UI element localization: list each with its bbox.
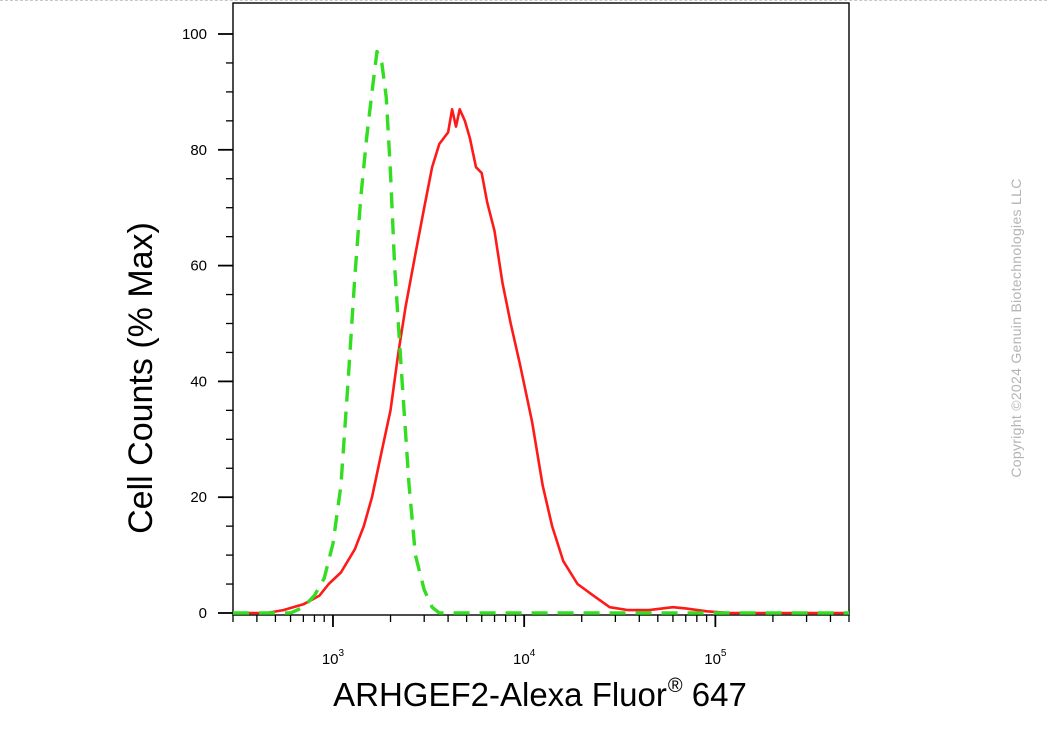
x-tick-label: 105 — [704, 648, 727, 668]
y-axis: 0 20 40 60 80 100 — [182, 26, 233, 622]
top-dashed-border — [0, 0, 1047, 1]
series-line-control — [233, 49, 849, 615]
registered-mark: ® — [667, 675, 683, 697]
x-axis-title-main: ARHGEF2-Alexa Fluor — [333, 676, 667, 713]
x-tick-label: 104 — [513, 648, 536, 668]
plot-border — [232, 2, 850, 616]
y-tick-label: 0 — [199, 605, 207, 622]
x-axis-title: ARHGEF2-Alexa Fluor® 647 — [230, 675, 850, 714]
watermark-text: Copyright ©2024 Genuin Biotechnologies L… — [1008, 178, 1024, 478]
x-tick-label: 103 — [322, 648, 345, 668]
x-axis-title-suffix: 647 — [682, 676, 747, 713]
series-line-sample — [233, 108, 849, 615]
y-tick-label: 60 — [190, 258, 207, 275]
y-tick-label: 20 — [190, 489, 207, 506]
x-axis: 103 104 105 — [232, 615, 850, 668]
y-tick-label: 80 — [190, 142, 207, 159]
y-tick-label: 40 — [190, 373, 207, 390]
y-axis-title: Cell Counts (% Max) — [122, 222, 160, 534]
y-tick-label: 100 — [182, 26, 207, 43]
series-layer — [233, 49, 849, 615]
plot-frame — [232, 2, 850, 616]
